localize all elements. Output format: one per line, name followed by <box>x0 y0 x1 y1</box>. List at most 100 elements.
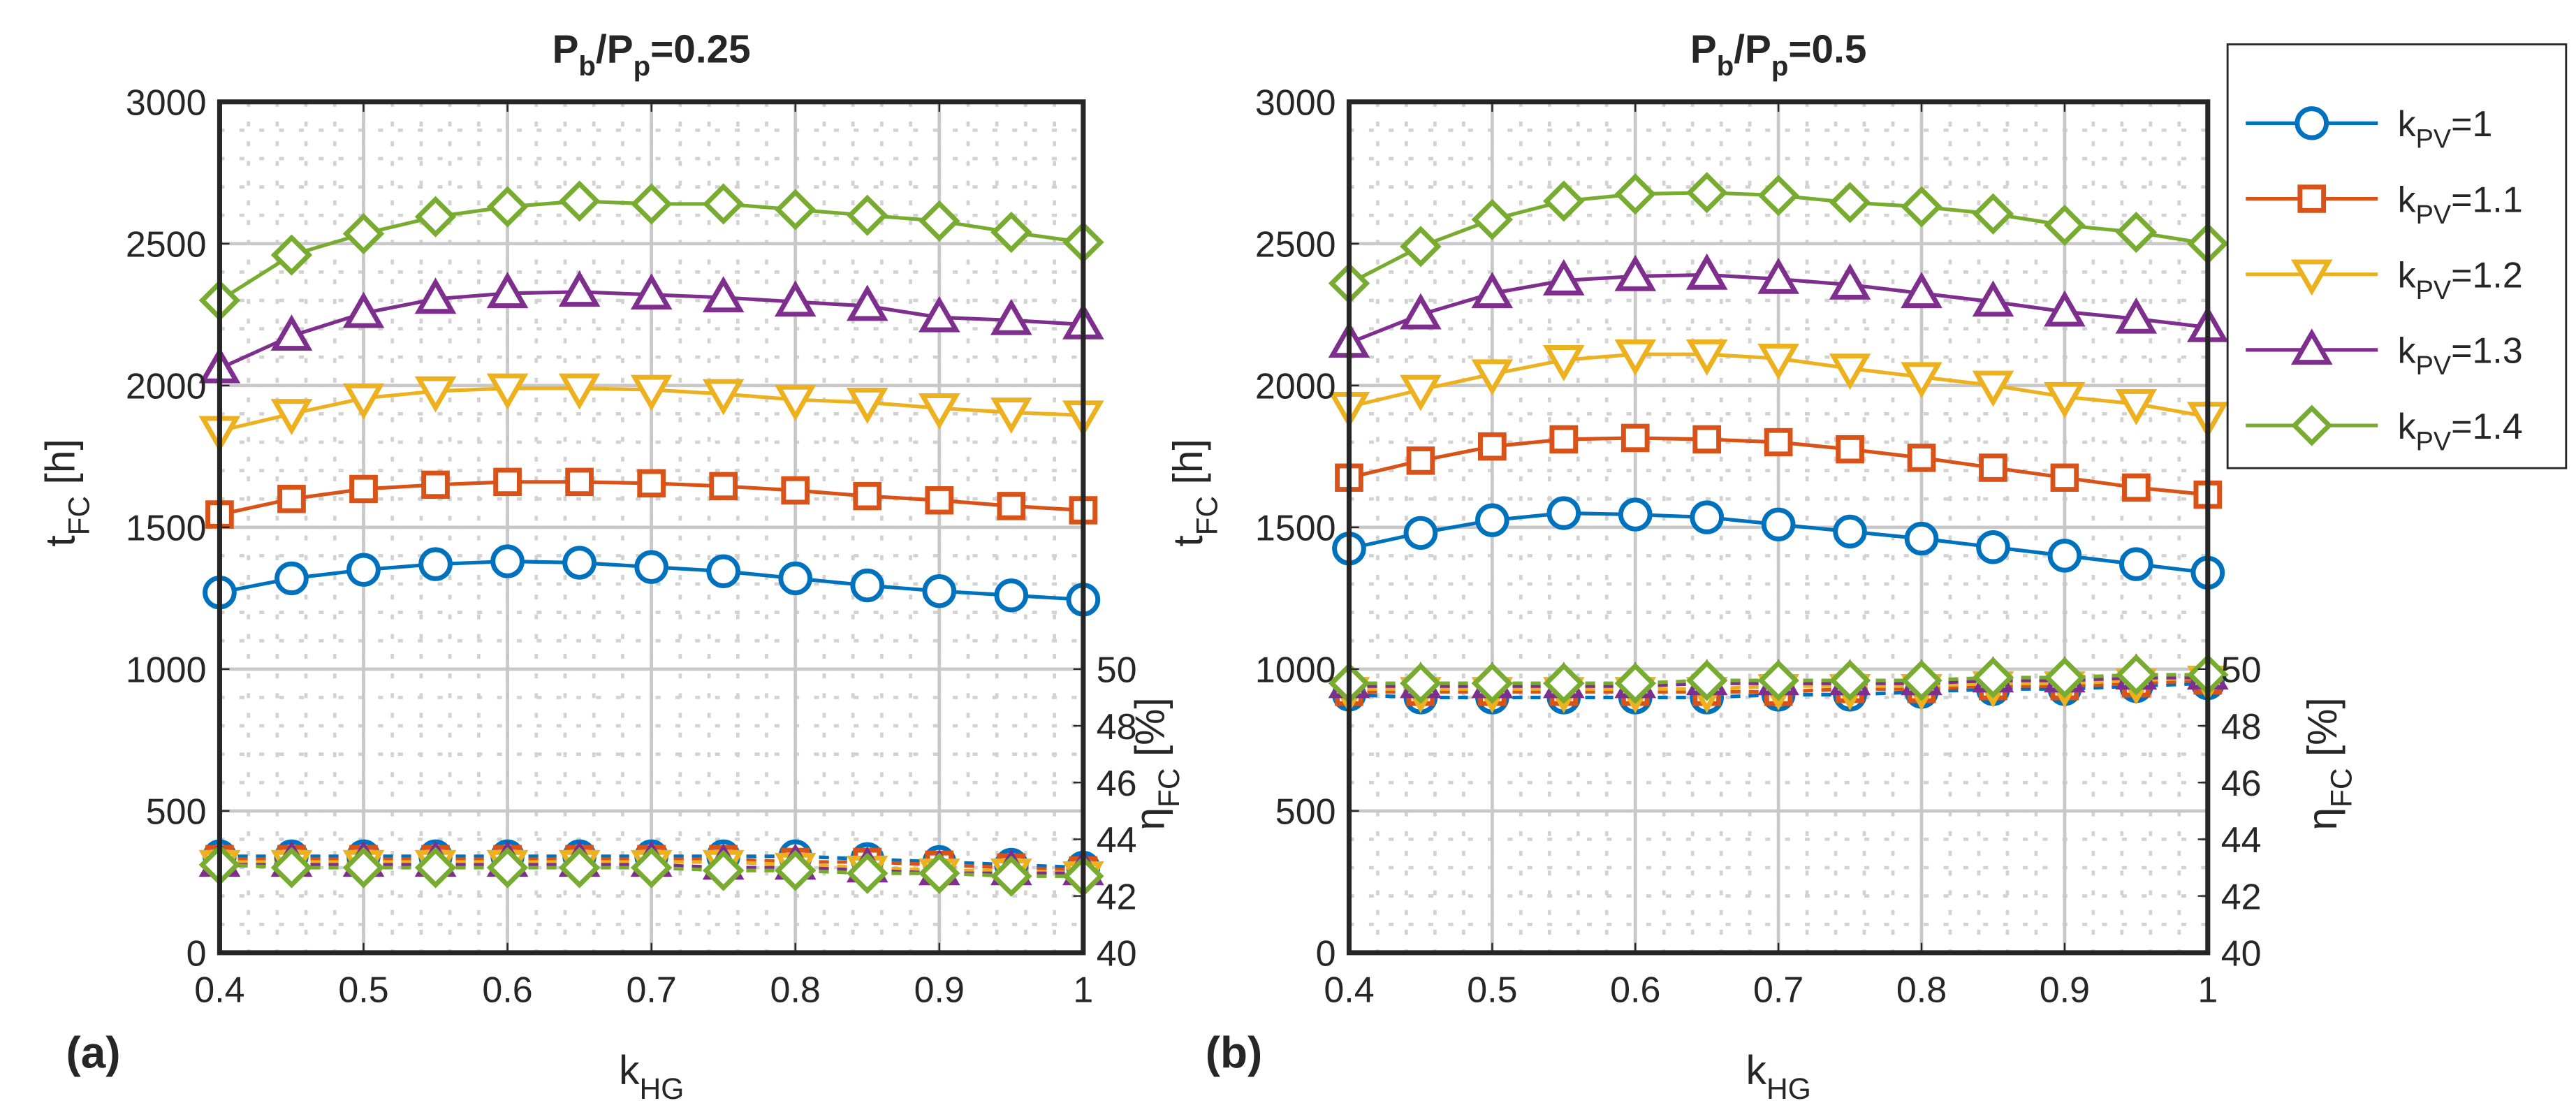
legend-marker <box>2290 328 2333 365</box>
tfc-data-point <box>846 387 888 424</box>
tfc-series-markers <box>198 270 1104 384</box>
eta-data-point <box>486 847 529 889</box>
legend-entry: kPV=1.1 <box>2246 179 2523 229</box>
tfc-data-point <box>630 273 673 310</box>
tfc-data-point <box>414 277 457 314</box>
tfc-data-point <box>846 284 888 321</box>
tfc-marker <box>1614 339 1657 376</box>
eta-data-point <box>847 852 888 894</box>
tfc-marker <box>847 194 888 236</box>
tfc-marker <box>270 399 313 436</box>
tfc-data-point <box>918 393 960 430</box>
tfc-marker <box>414 196 457 238</box>
y-tick-label: 1500 <box>1255 508 1336 548</box>
eta-data-point <box>630 847 673 889</box>
y-tick-label: 500 <box>146 791 207 832</box>
panel-label: (a) <box>66 1028 121 1078</box>
x-tick-label: 0.4 <box>1324 970 1374 1010</box>
eta-data-point <box>2044 657 2086 699</box>
tfc-marker <box>1475 503 1509 537</box>
legend-marker-shape <box>2291 404 2333 446</box>
tfc-marker <box>558 180 601 222</box>
tfc-data-point <box>702 276 745 313</box>
tfc-series-markers <box>1328 172 2229 305</box>
tfc-marker <box>558 373 601 410</box>
x-tick-label: 1 <box>2197 970 2218 1010</box>
tfc-marker <box>486 272 529 309</box>
tfc-marker <box>702 183 745 225</box>
legend-box <box>2226 43 2568 469</box>
tfc-data-point <box>1685 339 1728 376</box>
legend-label: kPV=1 <box>2398 103 2493 153</box>
tfc-data-point <box>778 561 813 596</box>
tfc-marker <box>1685 172 1728 214</box>
tfc-data-point <box>342 213 385 255</box>
tfc-marker <box>2047 539 2082 573</box>
legend-label: kPV=1.1 <box>2398 179 2523 228</box>
x-tick-label: 0.9 <box>914 970 965 1010</box>
y2-tick-label: 46 <box>2221 763 2262 803</box>
tfc-data-point <box>781 476 810 505</box>
tfc-marker <box>925 486 954 515</box>
tfc-marker <box>774 189 817 231</box>
tfc-marker <box>1549 425 1579 454</box>
legend-marker-shape <box>2290 328 2333 365</box>
tfc-data-point <box>558 270 601 307</box>
eta-data-point <box>1400 662 1442 704</box>
tfc-data-point <box>1979 453 2007 482</box>
tfc-marker <box>486 373 529 410</box>
tfc-data-point <box>1972 193 2014 235</box>
tfc-marker <box>1618 497 1653 532</box>
tfc-data-point <box>706 554 741 588</box>
tfc-marker <box>1478 432 1507 461</box>
y-axis-label: tFC [h] <box>1166 439 1223 546</box>
x-axis-label: kHG <box>1746 1048 1810 1105</box>
y-tick-label: 2000 <box>126 366 207 407</box>
tfc-data-point <box>270 314 313 351</box>
tfc-marker <box>342 213 385 255</box>
legend-entry: kPV=1.4 <box>2246 404 2523 455</box>
y2-tick-label: 50 <box>1097 650 1137 690</box>
tfc-marker <box>1972 280 2014 317</box>
tfc-data-point <box>1761 507 1796 541</box>
x-tick-label: 0.6 <box>482 970 532 1010</box>
tfc-marker <box>558 270 601 307</box>
tfc-series-markers <box>203 544 1101 617</box>
tfc-data-point <box>270 234 313 276</box>
tfc-marker <box>778 561 813 596</box>
tfc-marker <box>1833 514 1867 549</box>
tfc-marker <box>349 474 378 504</box>
tfc-data-point <box>1614 173 1656 215</box>
tfc-data-point <box>1836 435 1864 464</box>
y-tick-label: 0 <box>186 933 207 974</box>
eta-data-point <box>1543 662 1585 704</box>
tfc-data-point <box>1400 374 1442 411</box>
tfc-marker <box>2115 211 2158 254</box>
tfc-marker <box>1836 435 1864 464</box>
tfc-marker <box>2044 381 2086 418</box>
tfc-data-point <box>1907 444 1936 472</box>
tfc-data-point <box>414 376 457 413</box>
tfc-data-point <box>1685 253 1728 290</box>
tfc-marker <box>1542 345 1585 381</box>
tfc-data-point <box>630 183 673 225</box>
tfc-marker <box>2119 547 2153 581</box>
tfc-data-point <box>414 196 457 238</box>
tfc-data-point <box>1471 198 1514 240</box>
tfc-marker <box>1829 263 1871 300</box>
tfc-marker <box>1471 198 1514 240</box>
legend-marker-shape <box>2297 184 2327 213</box>
x-tick-label: 0.5 <box>338 970 388 1010</box>
tfc-data-point <box>774 384 817 421</box>
tfc-marker <box>1614 173 1656 215</box>
tfc-marker <box>1614 254 1657 291</box>
legend-label: kPV=1.4 <box>2398 406 2523 455</box>
tfc-marker <box>997 492 1026 520</box>
tfc-marker <box>1829 353 1871 390</box>
tfc-marker <box>346 553 381 587</box>
legend-entry: kPV=1 <box>2246 103 2493 154</box>
tfc-data-point <box>562 546 597 580</box>
tfc-marker <box>342 383 385 420</box>
panel-label: (b) <box>1206 1028 1262 1078</box>
tfc-marker <box>2044 290 2086 327</box>
